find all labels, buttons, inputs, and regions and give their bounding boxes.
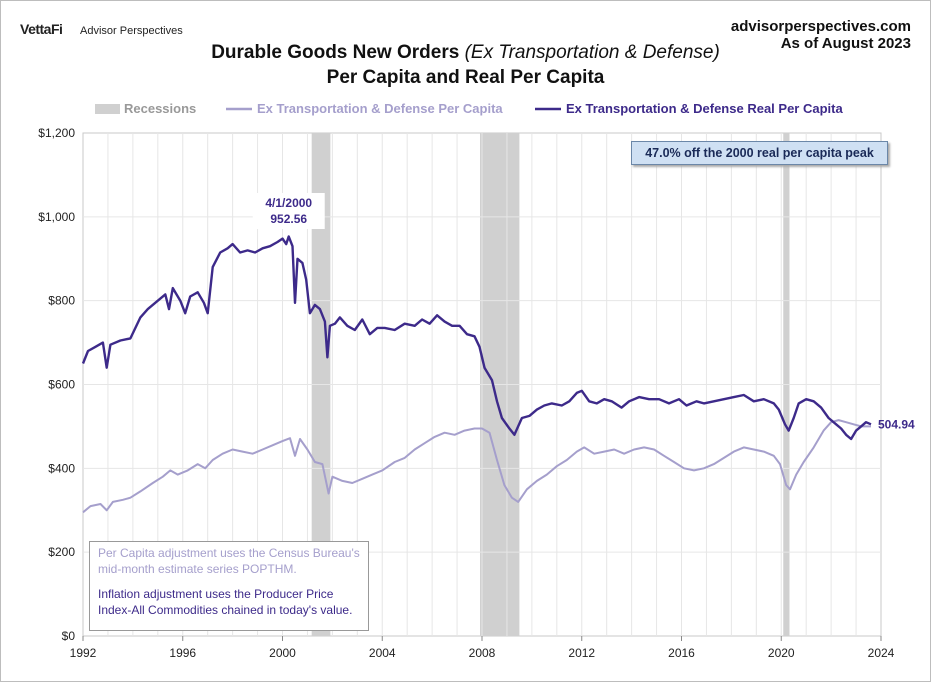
x-tick-label: 2016 xyxy=(668,646,695,660)
peak-date-label: 4/1/2000 xyxy=(265,196,312,210)
legend-real-label: Ex Transportation & Defense Real Per Cap… xyxy=(566,101,843,116)
x-tick-label: 2020 xyxy=(768,646,795,660)
y-tick-label: $200 xyxy=(48,545,75,559)
legend-nominal-label: Ex Transportation & Defense Per Capita xyxy=(257,101,503,116)
site-info: advisorperspectives.com As of August 202… xyxy=(731,18,911,52)
note-line-4: Index-All Commodities chained in today's… xyxy=(98,603,353,617)
y-tick-label: $600 xyxy=(48,378,75,392)
note-per-capita: Per Capita adjustment uses the Census Bu… xyxy=(98,545,368,577)
title-main: Durable Goods New Orders xyxy=(211,42,465,63)
note-inflation: Inflation adjustment uses the Producer P… xyxy=(98,586,368,618)
x-tick-label: 2024 xyxy=(868,646,895,660)
site-url: advisorperspectives.com xyxy=(730,18,911,35)
note-line-3: Inflation adjustment uses the Producer P… xyxy=(98,587,334,601)
legend-recession-label: Recessions xyxy=(124,101,196,116)
y-tick-label: $0 xyxy=(62,629,76,643)
y-tick-label: $800 xyxy=(48,294,75,308)
note-line-2: mid-month estimate series POPTHM. xyxy=(98,562,297,576)
y-tick-label: $1,200 xyxy=(38,126,75,140)
as-of-date: As of August 2023 xyxy=(780,35,911,52)
y-tick-label: $400 xyxy=(48,461,75,475)
brand-logo: VettaFi xyxy=(20,21,63,37)
x-tick-label: 2000 xyxy=(269,646,296,660)
title-line-1: Durable Goods New Orders (Ex Transportat… xyxy=(0,40,931,65)
chart-subtitle: Per Capita and Real Per Capita xyxy=(326,67,605,88)
title-italic: (Ex Transportation & Defense) xyxy=(464,42,720,63)
series-per-capita xyxy=(82,419,871,514)
peak-label-bg xyxy=(252,193,325,229)
y-tick-label: $1,000 xyxy=(38,210,75,224)
end-value-label: 504.94 xyxy=(878,417,915,431)
peak-value-label: 952.56 xyxy=(270,212,307,226)
notes-box: Per Capita adjustment uses the Census Bu… xyxy=(89,541,369,631)
chart-title: Durable Goods New Orders (Ex Transportat… xyxy=(0,40,931,90)
x-tick-label: 2008 xyxy=(469,646,496,660)
brand-subtitle: Advisor Perspectives xyxy=(80,25,183,37)
x-tick-label: 2012 xyxy=(568,646,595,660)
x-tick-label: 1996 xyxy=(169,646,196,660)
legend-recession-swatch xyxy=(95,104,120,114)
x-tick-label: 1992 xyxy=(70,646,97,660)
note-line-1: Per Capita adjustment uses the Census Bu… xyxy=(98,546,360,560)
x-tick-label: 2004 xyxy=(369,646,396,660)
series-real-per-capita xyxy=(81,235,872,441)
peak-off-callout: 47.0% off the 2000 real per capita peak xyxy=(631,141,888,165)
